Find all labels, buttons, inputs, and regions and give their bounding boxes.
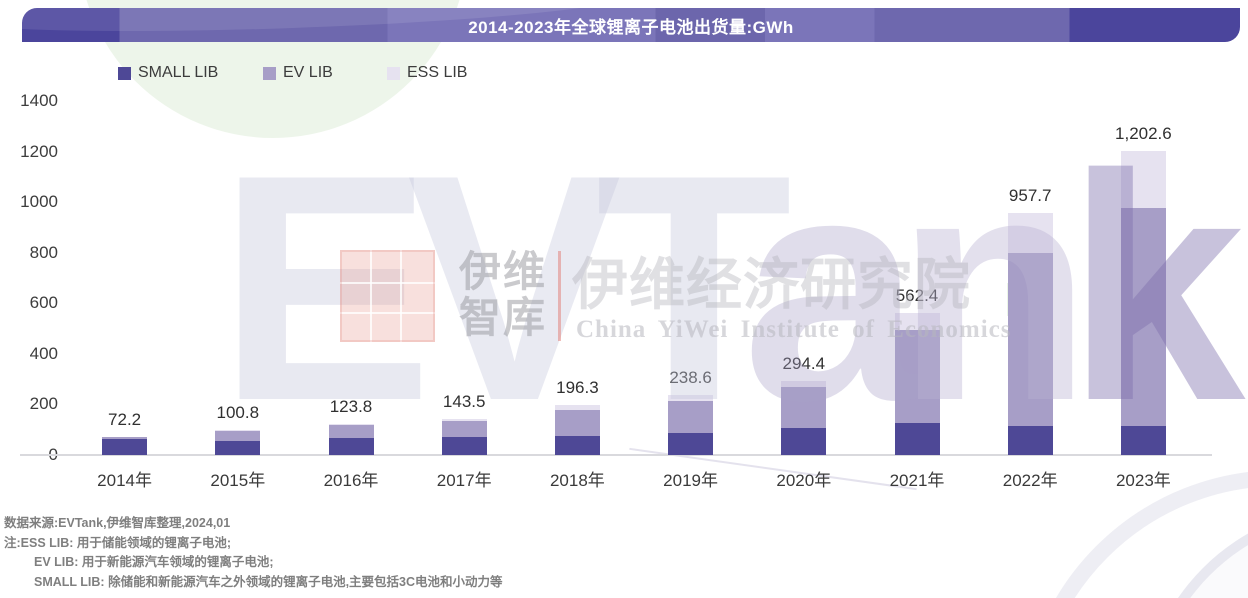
bar-segment-small-lib <box>215 440 261 455</box>
bar-segment-small-lib <box>668 432 714 455</box>
bar-2017年 <box>441 418 487 455</box>
legend-item-ev-lib: EV LIB <box>263 63 333 83</box>
x-axis-baseline <box>20 454 1212 456</box>
legend-label-small-lib: SMALL LIB <box>138 64 219 81</box>
y-axis: 0200400600800100012001400 <box>5 0 58 598</box>
x-label-2018年: 2018年 <box>549 471 605 490</box>
bar-segment-ev-lib <box>894 329 940 424</box>
bar-segment-small-lib <box>102 439 148 455</box>
bar-segment-small-lib <box>1120 426 1166 455</box>
total-label-2023年: 1,202.6 <box>1115 123 1172 143</box>
bar-2020年 <box>781 380 827 455</box>
bar-segment-ev-lib <box>668 400 714 433</box>
x-label-2020年: 2020年 <box>776 471 832 490</box>
chart-title: 2014-2023年全球锂离子电池出货量:GWh <box>468 17 794 37</box>
bar-2018年 <box>554 405 600 455</box>
y-tick-1400: 1400 <box>20 91 58 110</box>
total-label-2021年: 562.4 <box>895 285 939 305</box>
legend-label-ess-lib: ESS LIB <box>407 64 468 81</box>
bar-segment-small-lib <box>554 436 600 455</box>
bar-segment-ess-lib <box>781 380 827 388</box>
bar-segment-small-lib <box>894 423 940 455</box>
bar-segment-ess-lib <box>1007 212 1053 254</box>
legend-item-small-lib: SMALL LIB <box>118 63 218 83</box>
legend-swatch-ess-lib <box>387 66 400 80</box>
note-ess-lib: 注:ESS LIB: 用于储能领域的锂离子电池; <box>4 535 232 550</box>
footnotes: 数据来源:EVTank,伊维智库整理,2024,01 注:ESS LIB: 用于… <box>4 514 503 592</box>
y-tick-400: 400 <box>29 343 58 363</box>
x-axis: 2014年 2015年 2016年 2017年 2018年 2019年 2020年 2021年… <box>68 466 1200 490</box>
x-label-2023年: 2023年 <box>1115 471 1171 490</box>
bar-segment-ev-lib <box>1120 207 1166 427</box>
legend-label-ev-lib: EV LIB <box>283 64 333 81</box>
total-label-2015年: 100.8 <box>216 402 260 422</box>
legend: SMALL LIB EV LIB ESS LIB <box>0 63 1248 83</box>
y-tick-1000: 1000 <box>20 192 58 212</box>
note-ev-lib: EV LIB: 用于新能源汽车领域的锂离子电池; <box>34 555 274 569</box>
y-tick-200: 200 <box>29 394 58 414</box>
note-source: 数据来源:EVTank,伊维智库整理,2024,01 <box>4 516 231 530</box>
legend-item-ess-lib: ESS LIB <box>387 63 467 83</box>
bar-segment-ess-lib <box>894 312 940 330</box>
legend-swatch-ev-lib <box>263 66 276 80</box>
bar-2014年 <box>102 436 148 455</box>
bar-segment-ess-lib <box>668 394 714 401</box>
x-label-2021年: 2021年 <box>889 471 945 490</box>
y-tick-1200: 1200 <box>20 141 58 161</box>
bar-2022年 <box>1007 212 1053 455</box>
bar-segment-ess-lib <box>215 429 261 431</box>
bar-segment-small-lib <box>781 428 827 455</box>
plot-area: 72.2 100.8 123.8 143.5 196.3 238.6 294.4 562.4 9… <box>68 101 1200 455</box>
note-small-lib: SMALL LIB: 除储能和新能源汽车之外领域的锂离子电池,主要包括3C电池和… <box>34 574 503 589</box>
bar-2015年 <box>215 429 261 455</box>
bar-2023年 <box>1120 150 1166 455</box>
total-label-2016年: 123.8 <box>329 396 373 416</box>
total-label-2019年: 238.6 <box>669 367 712 387</box>
bar-segment-ev-lib <box>781 387 827 429</box>
bar-2016年 <box>328 423 374 455</box>
bar-segment-ev-lib <box>328 425 374 438</box>
bar-segment-ev-lib <box>554 409 600 436</box>
y-tick-800: 800 <box>29 242 58 262</box>
bar-segment-small-lib <box>1007 426 1053 455</box>
total-label-2018年: 196.3 <box>556 378 599 398</box>
total-label-2020年: 294.4 <box>782 353 826 373</box>
x-label-2016年: 2016年 <box>323 471 379 490</box>
bar-segment-ev-lib <box>441 420 487 438</box>
bar-segment-ess-lib <box>1120 150 1166 208</box>
bar-2019年 <box>668 394 714 455</box>
total-label-2014年: 72.2 <box>108 409 142 429</box>
bar-segment-ess-lib <box>328 423 374 426</box>
x-label-2014年: 2014年 <box>97 471 152 490</box>
bar-segment-ess-lib <box>441 418 487 421</box>
legend-swatch-small-lib <box>118 66 131 80</box>
x-label-2017年: 2017年 <box>436 471 492 490</box>
total-label-2022年: 957.7 <box>1008 185 1052 205</box>
bar-segment-ev-lib <box>215 430 261 441</box>
x-label-2015年: 2015年 <box>210 471 266 490</box>
bar-segment-small-lib <box>441 437 487 455</box>
bar-segment-ev-lib <box>102 436 148 440</box>
bar-segment-ess-lib <box>554 405 600 410</box>
x-label-2022年: 2022年 <box>1002 471 1058 490</box>
total-label-2017年: 143.5 <box>442 391 486 411</box>
bar-segment-small-lib <box>328 437 374 455</box>
bar-segment-ev-lib <box>1007 253 1053 427</box>
x-label-2019年: 2019年 <box>663 471 718 490</box>
bar-2021年 <box>894 312 940 455</box>
title-banner: 2014-2023年全球锂离子电池出货量:GWh <box>22 8 1240 42</box>
y-tick-600: 600 <box>29 293 58 313</box>
